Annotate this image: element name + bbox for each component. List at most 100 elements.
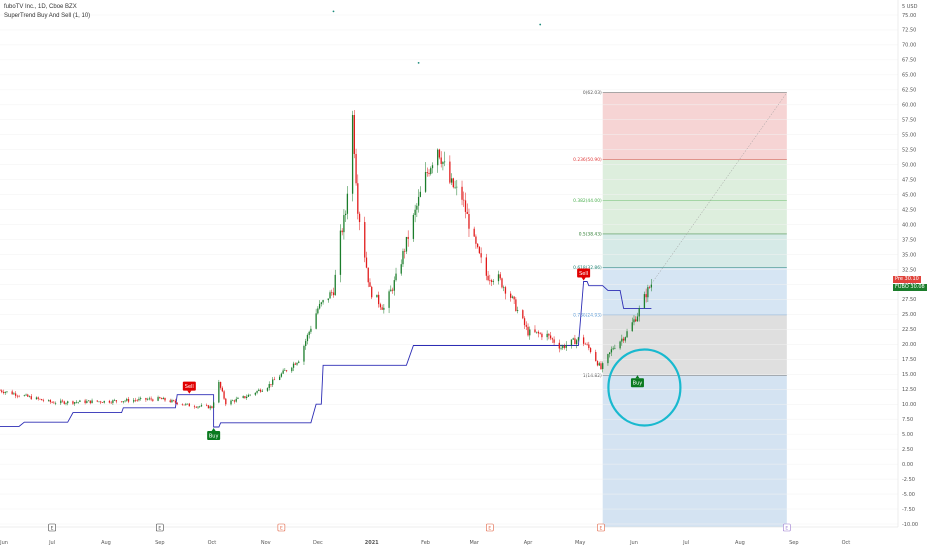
signals: Sell Buy Sell Buy: [182, 268, 644, 440]
candle-body: [1, 390, 3, 392]
candle-body: [72, 401, 74, 404]
candle-body: [390, 289, 392, 292]
pre-label: Pre: [895, 275, 903, 282]
marker-dot: [539, 23, 542, 26]
candle-body: [272, 379, 274, 385]
candle-body: [108, 400, 111, 403]
candle-body: [157, 397, 159, 401]
candle-body: [268, 384, 270, 389]
candle-body: [13, 393, 15, 395]
candle-body: [242, 396, 244, 398]
candle-body: [503, 287, 505, 288]
highlight-circle: [607, 348, 682, 427]
candle-body: [395, 273, 397, 281]
x-tick-label: Mar: [469, 540, 479, 546]
candle-body: [525, 325, 527, 327]
candle-body: [572, 338, 574, 340]
candle-body: [23, 395, 25, 397]
candle-body: [614, 348, 616, 349]
candle-body: [339, 230, 342, 275]
candle-body: [124, 400, 126, 402]
earnings-marker: [48, 523, 56, 532]
candle-body: [648, 287, 651, 288]
candle-body: [75, 402, 78, 403]
candle-body: [355, 153, 357, 184]
candle-body: [249, 394, 251, 396]
candle-body: [645, 294, 647, 298]
candle-body: [173, 400, 175, 401]
candle-body: [364, 222, 366, 258]
candle-body: [292, 363, 295, 368]
candle-body: [256, 390, 258, 393]
x-tick-label: Jun: [629, 540, 638, 546]
candle-body: [407, 236, 409, 239]
candle-body: [440, 157, 442, 164]
candle-body: [89, 400, 91, 404]
pre-price-tag: Pre 30.10: [893, 275, 921, 283]
candle-body: [145, 397, 147, 400]
candle-body: [586, 344, 588, 346]
y-tick-label: 72.50: [902, 28, 916, 34]
candle-body: [266, 388, 269, 391]
candle-body: [357, 183, 359, 214]
candle-body: [329, 292, 331, 299]
grid: [0, 14, 898, 525]
candle-body: [442, 161, 444, 164]
earnings-marker-label: E: [488, 526, 491, 532]
annotations: [332, 10, 788, 427]
candle-body: [551, 338, 553, 340]
candle-body: [466, 211, 468, 215]
candle-body: [174, 400, 177, 403]
candle-body: [516, 310, 519, 312]
candle-body: [232, 400, 234, 402]
candle-body: [138, 398, 140, 401]
candle-body: [176, 402, 178, 405]
candle-body: [416, 205, 418, 210]
x-tick-label: Feb: [421, 540, 430, 546]
candle-body: [185, 403, 187, 405]
buy-signal-box: [630, 378, 644, 388]
y-tick-label: 67.50: [902, 58, 916, 64]
candles: [0, 110, 653, 411]
symbol-title: fuboTV Inc., 1D, Cboe BZX: [4, 4, 77, 10]
candle-body: [647, 287, 649, 298]
x-tick-label: Jun: [0, 540, 8, 546]
fib-trend-line: [651, 92, 788, 285]
candle-body: [419, 191, 421, 197]
candle-body: [27, 394, 29, 397]
candle-body: [47, 400, 50, 401]
candle-body: [378, 294, 380, 305]
candle-body: [478, 246, 481, 254]
candle-body: [273, 379, 276, 381]
pre-value: 30.10: [904, 275, 919, 282]
candle-body: [449, 161, 451, 183]
candle-body: [152, 399, 154, 401]
marker-dot: [417, 61, 420, 64]
candle-body: [635, 319, 637, 322]
candle-body: [74, 402, 76, 404]
candle-body: [454, 186, 456, 188]
y-axis: -10.00 -7.50 -5.00 -2.50 0.00 2.50 5.00 7.50 10.…: [897, 0, 932, 550]
candle-body: [334, 274, 336, 296]
y-tick-label: 45.00: [902, 192, 916, 198]
candle-body: [650, 284, 653, 288]
candle-body: [489, 280, 491, 281]
candle-body: [30, 396, 32, 400]
fib-zone: [602, 267, 787, 315]
candle-body: [11, 391, 13, 395]
candle-body: [430, 168, 432, 174]
candle-body: [16, 395, 19, 397]
y-tick-label: 37.50: [902, 237, 916, 243]
supertrend-path: [0, 281, 652, 428]
candle-body: [562, 345, 564, 348]
candle-body: [6, 391, 8, 393]
indicator-title: SuperTrend Buy And Sell (1, 10): [4, 13, 91, 19]
candle-body: [636, 316, 639, 322]
candle-body: [164, 397, 166, 401]
candle-body: [96, 400, 98, 402]
candle-body: [602, 363, 604, 370]
candle-body: [186, 403, 189, 405]
candle-body: [558, 342, 560, 349]
candle-body: [513, 296, 515, 300]
